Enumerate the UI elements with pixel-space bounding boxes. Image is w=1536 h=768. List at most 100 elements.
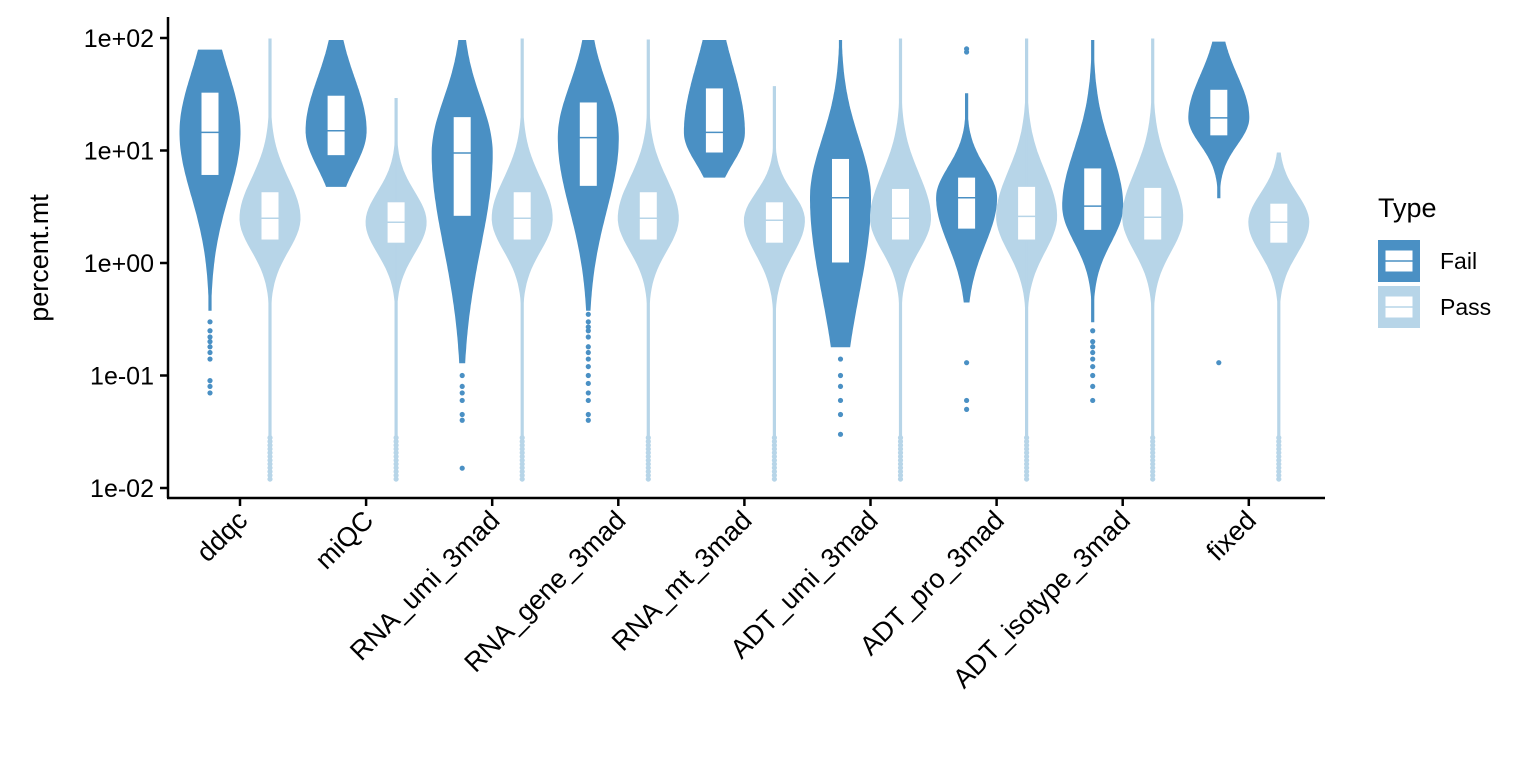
tail-point bbox=[519, 457, 525, 463]
tail-point bbox=[771, 450, 778, 456]
violin-group bbox=[936, 46, 998, 412]
tail-point bbox=[771, 457, 778, 463]
tail-point bbox=[1150, 453, 1156, 460]
outlier-point bbox=[964, 49, 970, 55]
box bbox=[1143, 186, 1163, 241]
outlier-point bbox=[459, 411, 465, 418]
outlier-point bbox=[585, 311, 591, 317]
outlier-point bbox=[585, 324, 591, 330]
box bbox=[764, 201, 784, 244]
tail-point bbox=[1150, 461, 1156, 467]
outlier-point bbox=[207, 356, 213, 362]
tail-point bbox=[267, 457, 273, 463]
outlier-point bbox=[585, 349, 591, 356]
outlier-point bbox=[585, 411, 591, 418]
box bbox=[1269, 202, 1289, 244]
tail-point bbox=[771, 446, 778, 452]
outlier-point bbox=[585, 328, 591, 334]
legend-item-fail: Fail bbox=[1378, 240, 1477, 282]
y-tick-label: 1e+01 bbox=[84, 138, 154, 166]
tail-point bbox=[1276, 461, 1282, 467]
tail-point bbox=[771, 472, 778, 478]
tail-point bbox=[393, 438, 399, 445]
tail-point bbox=[897, 457, 904, 463]
outlier-point bbox=[459, 397, 465, 404]
axes bbox=[166, 17, 1325, 500]
tail-point bbox=[267, 438, 273, 445]
tail-point bbox=[519, 465, 525, 471]
tail-point bbox=[897, 465, 904, 471]
tail-point bbox=[645, 457, 651, 463]
outlier-point bbox=[459, 372, 465, 379]
tail-point bbox=[1024, 468, 1030, 475]
y-axis-title: percent.mt bbox=[24, 194, 54, 322]
violin-group bbox=[996, 38, 1058, 482]
box bbox=[200, 91, 220, 176]
tail-point bbox=[1276, 450, 1282, 456]
violin-group bbox=[305, 40, 367, 187]
tail-point bbox=[1024, 438, 1030, 445]
tail-point bbox=[1024, 461, 1030, 467]
box bbox=[260, 191, 280, 241]
outlier-point bbox=[207, 378, 213, 384]
tail-point bbox=[645, 468, 651, 475]
tail-point bbox=[771, 438, 778, 445]
tail-point bbox=[267, 465, 273, 471]
tail-point bbox=[1276, 442, 1282, 448]
legend-label: Pass bbox=[1440, 294, 1491, 320]
tail-point bbox=[393, 472, 399, 478]
tail-point bbox=[519, 435, 525, 441]
outlier-point bbox=[207, 344, 213, 350]
outlier-point bbox=[207, 328, 213, 334]
tail-point bbox=[1150, 465, 1156, 471]
box bbox=[1209, 88, 1229, 137]
tail-point bbox=[393, 468, 399, 475]
tail-point bbox=[897, 438, 904, 445]
outlier-point bbox=[207, 383, 213, 390]
outlier-point bbox=[837, 397, 844, 404]
tail-point bbox=[1024, 435, 1030, 441]
box bbox=[1083, 167, 1103, 231]
tail-point bbox=[1276, 472, 1282, 478]
outlier-point bbox=[459, 390, 465, 396]
tail-point bbox=[1024, 446, 1030, 452]
tail-point bbox=[1276, 476, 1282, 482]
outlier-point bbox=[1090, 372, 1096, 379]
y-tick-label: 1e-01 bbox=[90, 363, 154, 391]
tail-point bbox=[1024, 450, 1030, 456]
box bbox=[638, 191, 658, 241]
violin-group bbox=[1122, 38, 1184, 482]
tail-point bbox=[1276, 457, 1282, 463]
box bbox=[704, 87, 724, 154]
tail-point bbox=[1150, 476, 1156, 482]
outlier-point bbox=[1090, 363, 1096, 370]
tail-point bbox=[1276, 446, 1282, 452]
tail-point bbox=[1150, 472, 1156, 478]
tail-point bbox=[645, 435, 651, 441]
tail-point bbox=[519, 442, 525, 448]
tail-point bbox=[645, 465, 651, 471]
outlier-point bbox=[585, 390, 591, 396]
tail-point bbox=[897, 472, 904, 478]
violin-group bbox=[743, 86, 805, 482]
violin-group bbox=[491, 38, 553, 482]
y-tick-label: 1e-02 bbox=[90, 475, 154, 503]
tail-point bbox=[897, 435, 904, 441]
tail-point bbox=[1150, 446, 1156, 452]
outlier-point bbox=[1090, 328, 1096, 334]
outlier-point bbox=[585, 380, 591, 387]
box bbox=[452, 116, 472, 217]
tail-point bbox=[267, 476, 273, 482]
tail-point bbox=[267, 468, 273, 475]
tail-point bbox=[645, 450, 651, 456]
tail-point bbox=[393, 450, 399, 456]
tail-point bbox=[645, 442, 651, 448]
legend-title: Type bbox=[1378, 193, 1437, 223]
tail-point bbox=[1024, 465, 1030, 471]
violin-group bbox=[431, 40, 493, 471]
violin-group bbox=[810, 40, 871, 437]
tail-point bbox=[393, 442, 399, 448]
tail-point bbox=[267, 450, 273, 456]
outlier-point bbox=[207, 349, 213, 356]
